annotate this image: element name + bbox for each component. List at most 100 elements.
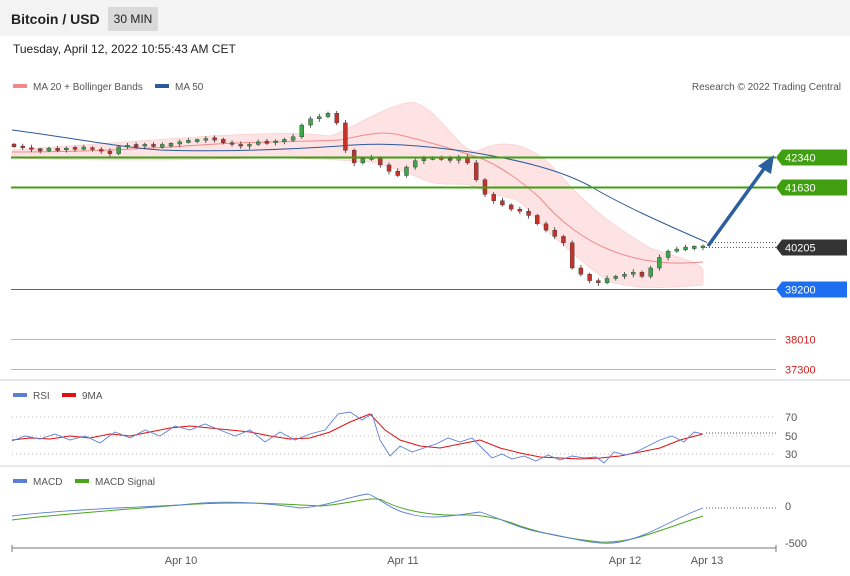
candle-body — [378, 157, 383, 166]
candle-body — [639, 271, 645, 277]
candle-body — [474, 162, 479, 180]
forecast-arrow — [706, 164, 768, 248]
candle-body — [11, 143, 17, 148]
candle-body — [325, 113, 331, 117]
candle-body — [64, 147, 69, 151]
candle-body — [317, 116, 322, 119]
candle-body — [421, 158, 427, 161]
candle-body — [604, 278, 610, 283]
copyright: Research © 2022 Trading Central — [692, 82, 841, 93]
candle-body — [142, 144, 148, 147]
candle-body — [412, 160, 418, 168]
legend-macd-signal: MACD Signal — [95, 477, 155, 488]
candle-body — [160, 144, 165, 148]
legend-ma50: MA 50 — [175, 82, 204, 93]
candle-body — [264, 140, 270, 144]
rsi-9ma-line — [11, 413, 704, 460]
level-tag-42340 — [776, 149, 847, 166]
candle-body — [343, 122, 348, 151]
candle-body — [535, 215, 540, 225]
candle-body — [151, 144, 156, 147]
timestamp: Tuesday, April 12, 2022 10:55:43 AM CET — [13, 42, 236, 56]
candle-body — [395, 171, 400, 176]
candle-body — [517, 208, 523, 212]
forecast-arrowhead — [758, 155, 774, 174]
candle-body — [360, 158, 366, 164]
legend-swatch-macd-signal — [75, 479, 89, 483]
candle-body — [692, 246, 697, 249]
legend-swatch-macd — [13, 479, 27, 483]
legend-9ma: 9MA — [82, 391, 103, 402]
level-tag-40205 — [776, 239, 847, 256]
rsi-label-70: 70 — [785, 412, 797, 424]
x-tick-label: Apr 10 — [165, 555, 197, 567]
candle-body — [648, 267, 653, 277]
macd-label-neg500: -500 — [785, 538, 807, 550]
legend-ma20: MA 20 + Bollinger Bands — [33, 82, 143, 93]
candle-body — [186, 140, 191, 143]
legend-swatch-ma20 — [13, 84, 27, 88]
candle-body — [508, 204, 514, 210]
chart-header: Bitcoin / USD 30 MIN — [0, 0, 850, 36]
candle-body — [657, 257, 662, 269]
symbol-title: Bitcoin / USD — [11, 11, 100, 27]
candle-body — [569, 242, 575, 269]
candle-body — [282, 139, 287, 142]
level-label-41630: 41630 — [785, 183, 816, 195]
legend-swatch-rsi — [13, 393, 27, 397]
candle-body — [20, 145, 25, 148]
candle-body — [552, 229, 557, 237]
legend-swatch-9ma — [62, 393, 76, 397]
rsi-line — [11, 411, 704, 464]
candle-body — [526, 211, 531, 216]
legend-macd: MACD — [33, 477, 62, 488]
candle-body — [107, 150, 113, 154]
rsi-label-30: 30 — [785, 449, 797, 461]
candle-body — [596, 280, 601, 283]
legend-swatch-ma50 — [155, 84, 169, 88]
candle-body — [308, 118, 313, 126]
candle-body — [55, 148, 60, 151]
ma50-line — [11, 129, 707, 243]
candle-body — [674, 248, 680, 252]
candle-body — [299, 124, 305, 138]
candle-body — [491, 194, 496, 201]
level-label-39200: 39200 — [785, 285, 816, 297]
level-label-38010: 38010 — [785, 335, 816, 347]
candle-body — [447, 158, 453, 161]
candle-body — [168, 143, 174, 147]
candle-body — [229, 142, 235, 145]
level-tag-41630 — [776, 179, 847, 196]
candle-body — [700, 245, 706, 248]
level-label-40205: 40205 — [785, 243, 816, 255]
candle-body — [125, 145, 130, 148]
candle-body — [561, 236, 566, 243]
macd-signal-line — [11, 498, 704, 543]
levels-group: 42340 41630 40205 39200 38010 37300 — [11, 149, 847, 377]
candle-body — [221, 139, 226, 143]
timeframe-badge[interactable]: 30 MIN — [108, 7, 158, 31]
candle-body — [273, 140, 278, 143]
level-label-37300: 37300 — [785, 365, 816, 377]
candle-body — [386, 164, 392, 172]
x-tick-label: Apr 12 — [609, 555, 641, 567]
candle-body — [99, 149, 104, 152]
candle-body — [587, 274, 592, 281]
candle-body — [37, 148, 43, 152]
candle-body — [177, 141, 182, 145]
candle-body — [238, 144, 243, 147]
candle-body — [247, 144, 252, 147]
macd-line — [11, 493, 704, 544]
candle-body — [613, 276, 618, 279]
candle-body — [194, 139, 200, 142]
candle-body — [212, 137, 217, 141]
candle-body — [683, 246, 688, 251]
candle-body — [622, 274, 627, 277]
level-label-42340: 42340 — [785, 153, 816, 165]
ma20-line — [11, 132, 704, 264]
candle-body — [72, 147, 78, 150]
level-tag-39200 — [776, 281, 847, 298]
candle-body — [578, 267, 584, 275]
candle-body — [81, 146, 86, 150]
